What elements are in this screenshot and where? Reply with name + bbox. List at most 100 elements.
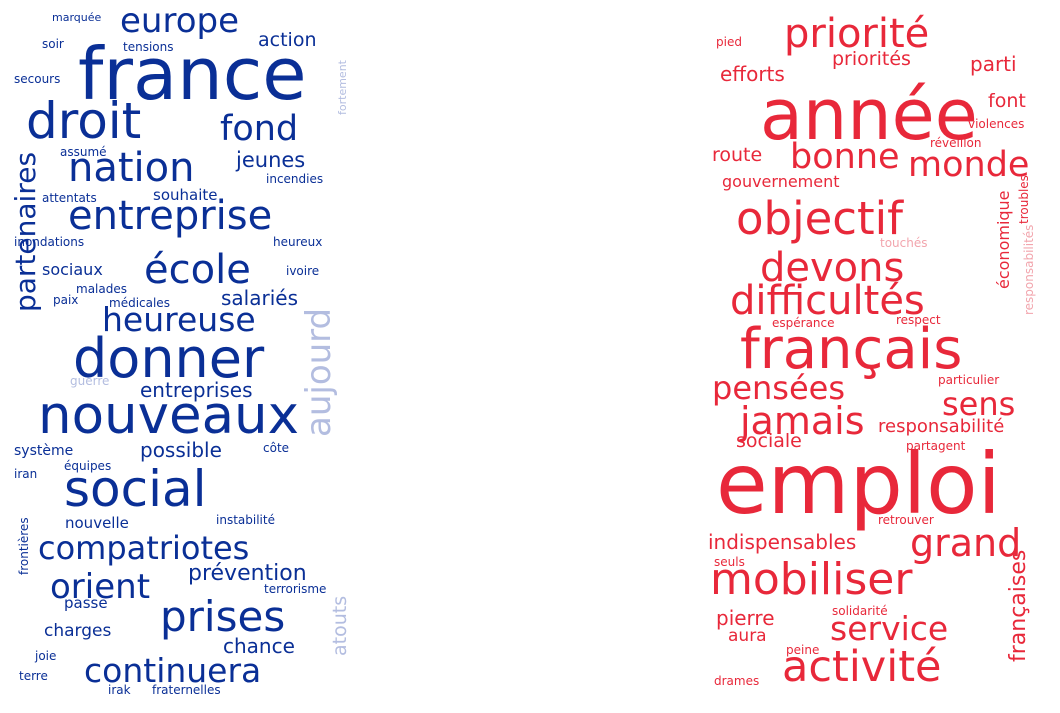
word-right-23: particulier xyxy=(938,373,1000,387)
word-right-18: responsabilités xyxy=(1022,224,1036,315)
word-right-15: économique xyxy=(994,190,1013,289)
word-left-47: atouts xyxy=(329,595,351,656)
word-left-28: aujourd xyxy=(299,307,339,437)
word-right-39: service xyxy=(830,609,949,648)
word-left-13: incendies xyxy=(266,172,324,186)
word-left-2: soir xyxy=(42,37,64,51)
word-left-16: attentats xyxy=(42,191,97,205)
word-right-19: difficultés xyxy=(730,278,925,324)
word-right-7: violences xyxy=(968,117,1025,131)
word-right-0: pied xyxy=(716,35,742,49)
word-left-32: nouveaux xyxy=(38,385,300,446)
word-left-44: prévention xyxy=(188,561,307,586)
word-right-34: seuls xyxy=(714,555,745,569)
word-right-20: espérance xyxy=(772,316,835,330)
word-left-43: orient xyxy=(50,567,151,607)
word-right-28: sociale xyxy=(736,430,802,452)
word-left-8: droit xyxy=(26,92,142,150)
word-left-7: fortement xyxy=(336,60,349,115)
word-right-29: partagent xyxy=(906,439,966,453)
word-cloud-right: pied priorité efforts priorités parti année fo… xyxy=(700,0,1060,713)
word-right-3: priorités xyxy=(832,48,911,70)
word-left-29: donner xyxy=(73,327,265,390)
word-right-41: peine xyxy=(786,643,820,657)
word-left-23: malades xyxy=(76,282,127,296)
word-right-9: bonne xyxy=(790,137,900,177)
word-left-18: inondations xyxy=(14,235,85,249)
word-cloud-left: marquée europe soir tensions france action sec… xyxy=(0,0,360,713)
word-right-32: indispensables xyxy=(708,530,857,554)
word-right-31: retrouver xyxy=(878,513,934,527)
word-left-38: social xyxy=(64,460,207,518)
word-right-43: drames xyxy=(714,674,760,688)
word-right-5: année xyxy=(760,74,978,156)
word-right-26: jamais xyxy=(740,399,865,443)
word-left-41: frontières xyxy=(17,517,31,575)
word-right-36: françaises xyxy=(1006,549,1031,662)
word-left-52: continuera xyxy=(84,651,262,690)
word-left-34: possible xyxy=(140,438,222,462)
word-left-14: partenaires xyxy=(9,151,42,312)
word-left-1: europe xyxy=(120,1,239,41)
word-left-22: ivoire xyxy=(286,264,320,278)
word-right-11: monde xyxy=(908,145,1030,185)
word-right-16: touchés xyxy=(880,236,928,250)
word-left-20: sociaux xyxy=(42,260,103,279)
word-left-55: fraternelles xyxy=(152,683,221,697)
word-left-9: fond xyxy=(220,109,299,149)
word-left-5: action xyxy=(258,29,317,51)
word-left-54: irak xyxy=(108,683,131,697)
word-left-10: assumé xyxy=(60,145,107,159)
word-right-37: pierre xyxy=(716,606,775,630)
word-left-25: médicales xyxy=(109,296,170,310)
word-left-27: heureuse xyxy=(102,300,256,339)
word-left-51: joie xyxy=(35,649,57,663)
word-right-12: gouvernement xyxy=(722,172,840,191)
word-left-40: instabilité xyxy=(216,513,275,527)
word-right-14: objectif xyxy=(736,192,904,245)
word-left-11: nation xyxy=(68,145,195,191)
word-right-21: respect xyxy=(896,313,941,327)
word-left-3: tensions xyxy=(123,40,174,54)
word-left-24: paix xyxy=(53,293,79,307)
word-left-36: iran xyxy=(14,467,38,481)
word-left-21: école xyxy=(144,247,251,293)
word-right-30: emploi xyxy=(716,435,1001,533)
word-left-0: marquée xyxy=(52,11,102,24)
word-right-25: sens xyxy=(942,385,1016,423)
word-right-1: priorité xyxy=(784,11,930,57)
word-left-19: heureux xyxy=(273,235,323,249)
word-left-26: salariés xyxy=(221,286,298,310)
word-right-38: solidarité xyxy=(832,604,888,618)
word-left-6: secours xyxy=(14,72,61,86)
word-right-10: route xyxy=(712,144,763,166)
word-right-40: aura xyxy=(728,626,767,646)
word-right-13: troubles xyxy=(1017,175,1031,224)
word-left-39: nouvelle xyxy=(65,514,129,532)
word-left-48: charges xyxy=(44,621,112,641)
word-left-35: côte xyxy=(263,441,290,455)
word-right-6: font xyxy=(988,90,1026,112)
word-left-30: guerre xyxy=(70,374,110,388)
word-left-17: entreprise xyxy=(68,193,273,239)
word-left-4: france xyxy=(78,32,307,116)
word-left-12: jeunes xyxy=(236,148,306,172)
word-left-50: chance xyxy=(223,634,295,658)
word-left-33: système xyxy=(14,443,74,459)
word-left-42: compatriotes xyxy=(38,529,250,567)
word-left-49: prises xyxy=(160,592,286,641)
word-left-31: entreprises xyxy=(140,378,253,402)
word-left-53: terre xyxy=(19,669,48,683)
word-left-46: passe xyxy=(64,594,108,612)
word-right-24: pensées xyxy=(712,369,845,407)
word-left-37: équipes xyxy=(64,459,112,473)
word-right-17: devons xyxy=(760,245,905,291)
word-right-2: efforts xyxy=(720,62,785,86)
word-right-35: mobiliser xyxy=(710,554,913,605)
word-right-27: responsabilité xyxy=(878,416,1005,437)
word-right-4: parti xyxy=(970,52,1017,76)
word-right-22: français xyxy=(740,317,963,382)
word-right-33: grand xyxy=(910,521,1022,565)
word-right-42: activité xyxy=(782,642,942,692)
word-left-15: souhaite xyxy=(153,186,218,204)
